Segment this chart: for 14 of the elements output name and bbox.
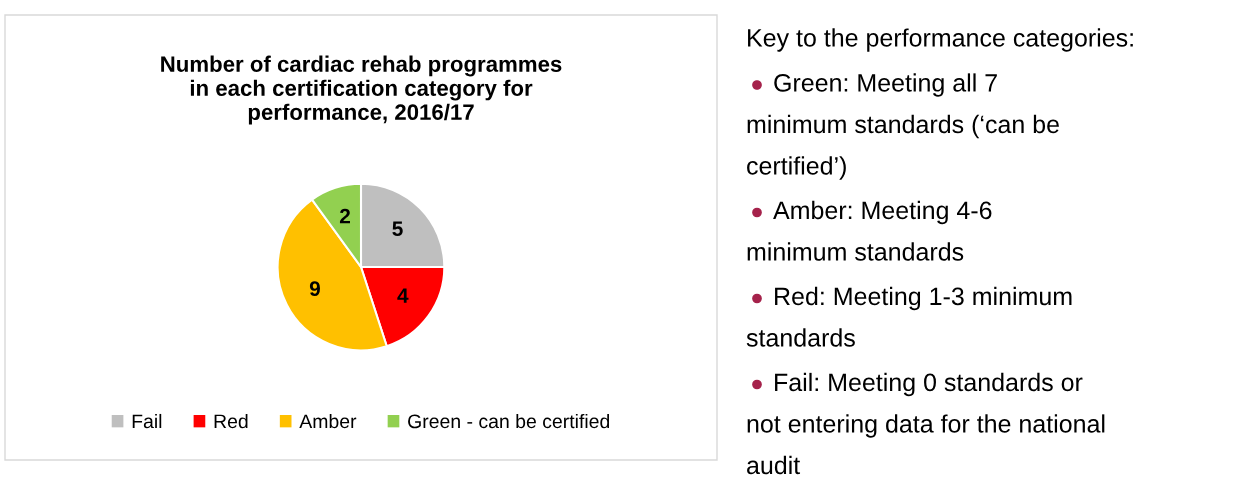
data-label: 5 xyxy=(392,221,403,237)
text: Red: Meeting 1-3 minimum standards xyxy=(746,286,1072,347)
legend-label: Red xyxy=(214,413,248,429)
chart-title: Number of cardiac rehab programmes in each certification category for performance, 2016/17 xyxy=(161,55,562,125)
legend-label: Fail xyxy=(132,413,162,429)
data-label: 2 xyxy=(339,208,350,224)
text: Fail: Meeting 0 standards or not entering data for the national audit xyxy=(747,372,1105,475)
text: Key to the performance categories: xyxy=(748,28,1133,52)
text: Green: Meeting all 7 minimum standards (‘can be certified’) xyxy=(747,73,1059,180)
legend-label: Green - can be certified xyxy=(408,413,610,429)
data-label: 4 xyxy=(397,288,409,303)
text: Amber: Meeting 4-6 minimum standards xyxy=(747,200,992,261)
legend-label: Amber xyxy=(299,413,357,429)
data-label: 9 xyxy=(309,281,320,297)
